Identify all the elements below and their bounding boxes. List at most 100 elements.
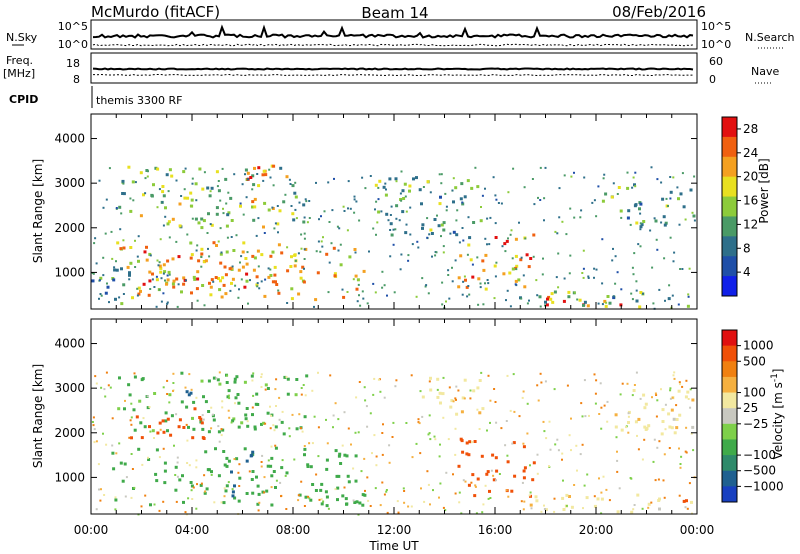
range-gate-cell — [111, 257, 114, 260]
range-gate-cell — [631, 266, 634, 269]
range-gate-cell — [429, 438, 432, 441]
colorbar-tick-label: 24 — [743, 146, 758, 160]
range-gate-cell — [167, 270, 171, 274]
range-gate-cell — [616, 450, 618, 453]
range-gate-cell — [170, 414, 174, 418]
range-gate-cell — [112, 278, 116, 282]
range-gate-cell — [195, 466, 198, 469]
range-gate-cell — [534, 495, 538, 499]
range-gate-cell — [522, 508, 525, 511]
range-gate-cell — [454, 427, 457, 430]
range-gate-cell — [108, 301, 110, 304]
range-gate-cell — [201, 436, 205, 440]
range-gate-cell — [454, 453, 457, 456]
range-gate-cell — [459, 197, 463, 201]
range-gate-cell — [204, 400, 208, 404]
range-gate-cell — [318, 218, 320, 221]
range-gate-cell — [398, 219, 401, 222]
range-gate-cell — [369, 412, 372, 415]
range-gate-cell — [669, 190, 673, 194]
range-gate-cell — [328, 261, 331, 264]
range-gate-cell — [233, 173, 236, 176]
range-gate-cell — [482, 268, 486, 272]
range-gate-cell — [261, 173, 265, 177]
range-gate-cell — [104, 232, 107, 235]
range-gate-cell — [95, 382, 98, 385]
range-gate-cell — [272, 470, 276, 473]
range-gate-cell — [116, 241, 120, 245]
colorbar-tick-label: 100 — [743, 386, 766, 400]
range-gate-cell — [354, 454, 358, 458]
range-gate-cell — [209, 293, 213, 297]
range-gate-cell — [218, 440, 221, 443]
range-gate-cell — [687, 398, 690, 400]
range-gate-cell — [162, 386, 165, 389]
range-gate-cell — [280, 466, 284, 470]
range-gate-cell — [132, 199, 135, 202]
range-gate-cell — [653, 438, 656, 441]
range-gate-cell — [352, 467, 355, 470]
range-gate-cell — [308, 442, 311, 445]
range-gate-cell — [377, 198, 380, 201]
range-gate-cell — [291, 413, 294, 416]
range-gate-cell — [227, 389, 231, 393]
range-gate-cell — [303, 258, 306, 260]
range-gate-cell — [461, 293, 464, 296]
range-gate-cell — [439, 195, 442, 199]
range-gate-cell — [298, 201, 301, 204]
range-gate-cell — [639, 291, 643, 294]
range-gate-cell — [372, 227, 375, 230]
y-tick-label: 3000 — [54, 381, 85, 395]
range-gate-cell — [565, 233, 568, 236]
range-gate-cell — [227, 481, 230, 484]
range-gate-cell — [280, 420, 284, 424]
range-gate-cell — [158, 456, 161, 459]
range-gate-cell — [136, 294, 139, 297]
range-gate-cell — [264, 422, 267, 425]
range-gate-cell — [558, 216, 561, 219]
range-gate-cell — [673, 251, 676, 254]
x-tick-label: 00:00 — [74, 523, 109, 537]
range-gate-cell — [114, 498, 118, 502]
range-gate-cell — [593, 504, 597, 508]
x-tick-label: 16:00 — [478, 523, 513, 537]
range-gate-cell — [631, 394, 634, 397]
range-gate-cell — [476, 386, 480, 390]
range-gate-cell — [300, 427, 302, 430]
range-gate-cell — [451, 266, 453, 269]
range-gate-cell — [130, 423, 133, 426]
range-gate-cell — [230, 281, 233, 285]
range-gate-cell — [182, 170, 186, 174]
range-gate-cell — [684, 395, 688, 399]
range-gate-cell — [251, 491, 255, 495]
range-gate-cell — [232, 417, 236, 421]
range-gate-cell — [507, 237, 509, 240]
range-gate-cell — [353, 198, 356, 201]
range-gate-cell — [118, 376, 121, 380]
range-gate-cell — [428, 432, 431, 435]
range-gate-cell — [545, 303, 549, 307]
colorbar-segment — [722, 345, 737, 362]
range-gate-cell — [486, 279, 489, 281]
range-gate-cell — [128, 436, 131, 439]
range-gate-cell — [582, 303, 585, 307]
range-gate-cell — [222, 207, 224, 210]
range-gate-cell — [260, 386, 263, 388]
range-gate-cell — [610, 195, 614, 199]
range-gate-cell — [608, 301, 612, 305]
range-gate-cell — [501, 245, 504, 248]
range-gate-cell — [212, 241, 216, 245]
range-gate-cell — [225, 250, 229, 254]
range-gate-cell — [640, 223, 644, 227]
range-gate-cell — [461, 450, 465, 454]
range-gate-cell — [159, 270, 163, 274]
range-gate-cell — [460, 512, 463, 515]
range-gate-cell — [156, 167, 160, 171]
range-gate-cell — [630, 477, 633, 480]
range-gate-cell — [343, 453, 347, 457]
range-gate-cell — [408, 184, 412, 188]
range-gate-cell — [474, 166, 477, 169]
range-gate-cell — [641, 458, 644, 461]
range-gate-cell — [580, 209, 583, 212]
